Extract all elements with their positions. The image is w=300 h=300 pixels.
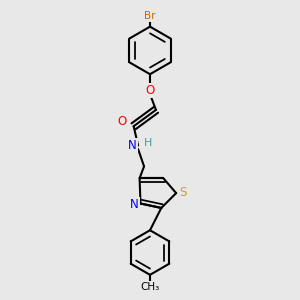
Text: N: N <box>130 198 139 211</box>
Text: H: H <box>143 138 152 148</box>
Text: CH₃: CH₃ <box>140 282 160 292</box>
Text: O: O <box>118 115 127 128</box>
Text: S: S <box>179 186 186 199</box>
Text: O: O <box>146 84 154 97</box>
Text: N: N <box>128 139 136 152</box>
Text: Br: Br <box>144 11 156 21</box>
